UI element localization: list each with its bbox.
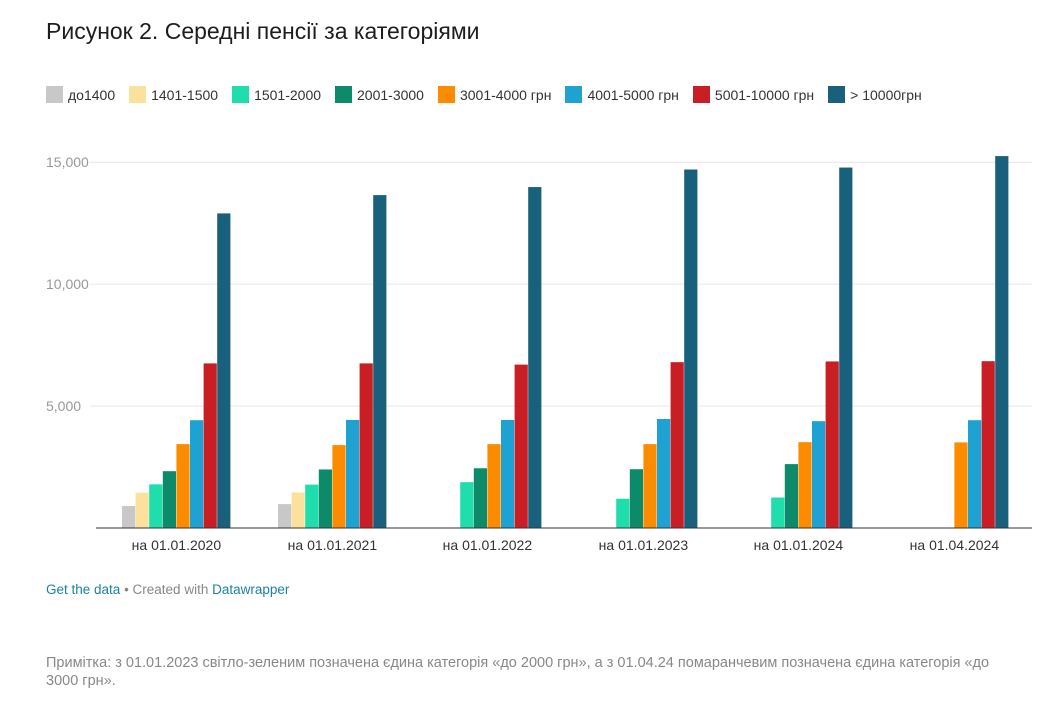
legend-item: 4001-5000 грн — [565, 86, 679, 103]
y-tick-label: 10,000 — [46, 276, 89, 292]
datawrapper-link[interactable]: Datawrapper — [212, 582, 290, 597]
legend-item: 5001-10000 грн — [692, 86, 815, 103]
legend-swatch — [335, 86, 353, 103]
legend-label: 4001-5000 грн — [587, 86, 679, 103]
bar — [305, 484, 319, 528]
x-tick-label: на 01.01.2021 — [288, 537, 378, 553]
legend-item: 3001-4000 грн — [437, 86, 552, 103]
bar — [771, 497, 785, 528]
bar — [670, 362, 684, 528]
bar — [487, 444, 501, 528]
legend-swatch — [692, 86, 710, 103]
bar — [839, 167, 853, 528]
legend-label: 3001-4000 грн — [459, 86, 552, 103]
legend-swatch — [565, 86, 583, 103]
x-tick-label: на 01.04.2024 — [910, 537, 1000, 553]
bar — [373, 195, 387, 528]
legend-label: 2001-3000 — [357, 86, 424, 103]
x-tick-label: на 01.01.2022 — [443, 537, 533, 553]
legend-label: до1400 — [68, 86, 116, 103]
chart-title: Рисунок 2. Середні пенсії за категоріями — [46, 18, 480, 44]
bar — [514, 364, 528, 528]
legend-label: 1401-1500 — [151, 86, 219, 103]
bar — [318, 469, 332, 528]
legend-swatch — [46, 86, 63, 103]
bar — [981, 361, 995, 528]
legend-label: > 10000грн — [850, 86, 922, 103]
legend-item: 2001-3000 — [335, 86, 424, 103]
chart-legend: до1400 1401-1500 1501-2000 2001-3000 3001-40… — [46, 86, 936, 103]
chart-note: Примітка: з 01.01.2023 світло-зеленим по… — [46, 655, 990, 689]
bar-chart: 5,000 10,000 15,000 на 01.01.2020 на 01.01.2… — [46, 154, 1032, 553]
bar — [528, 187, 542, 528]
y-tick-label: 15,000 — [46, 154, 89, 170]
bar — [332, 445, 346, 528]
legend-item: 1401-1500 — [129, 86, 218, 103]
bar — [278, 504, 292, 528]
x-tick-label: на 01.01.2020 — [132, 537, 222, 553]
legend-item: > 10000грн — [828, 86, 922, 103]
chart-footer: Get the data • Created with Datawrapper — [46, 582, 289, 597]
legend-swatch — [232, 86, 250, 103]
legend-item: 1501-2000 — [232, 86, 321, 103]
legend-label: 1501-2000 — [254, 86, 322, 103]
bar — [162, 471, 176, 528]
bar — [359, 363, 373, 528]
bar — [135, 492, 149, 528]
bar — [643, 444, 657, 528]
bar — [954, 442, 968, 528]
bar — [616, 498, 630, 528]
bar — [684, 169, 698, 528]
bar — [629, 469, 643, 528]
legend-item: до1400 — [46, 86, 115, 103]
bar — [657, 418, 671, 528]
bar — [798, 442, 812, 528]
bar — [812, 421, 826, 528]
x-tick-label: на 01.01.2024 — [754, 537, 844, 553]
legend-swatch — [437, 86, 455, 103]
bar — [291, 492, 305, 528]
get-data-link[interactable]: Get the data — [46, 582, 121, 597]
bar — [825, 361, 839, 528]
bar — [501, 419, 515, 528]
bar — [473, 468, 487, 528]
x-tick-label: на 01.01.2023 — [599, 537, 689, 553]
bar — [460, 482, 474, 528]
bar — [217, 213, 231, 529]
bar — [346, 419, 360, 528]
legend-swatch — [828, 86, 846, 103]
bar — [968, 420, 982, 528]
footer-separator: • Created with — [120, 582, 213, 597]
bar — [176, 444, 190, 528]
legend-label: 5001-10000 грн — [714, 86, 815, 103]
bar — [149, 484, 163, 528]
bar — [190, 420, 204, 528]
bar — [784, 464, 798, 528]
bar — [203, 363, 217, 528]
bar — [995, 156, 1009, 528]
legend-swatch — [129, 86, 147, 103]
bar — [122, 506, 136, 528]
y-tick-label: 5,000 — [46, 398, 81, 414]
